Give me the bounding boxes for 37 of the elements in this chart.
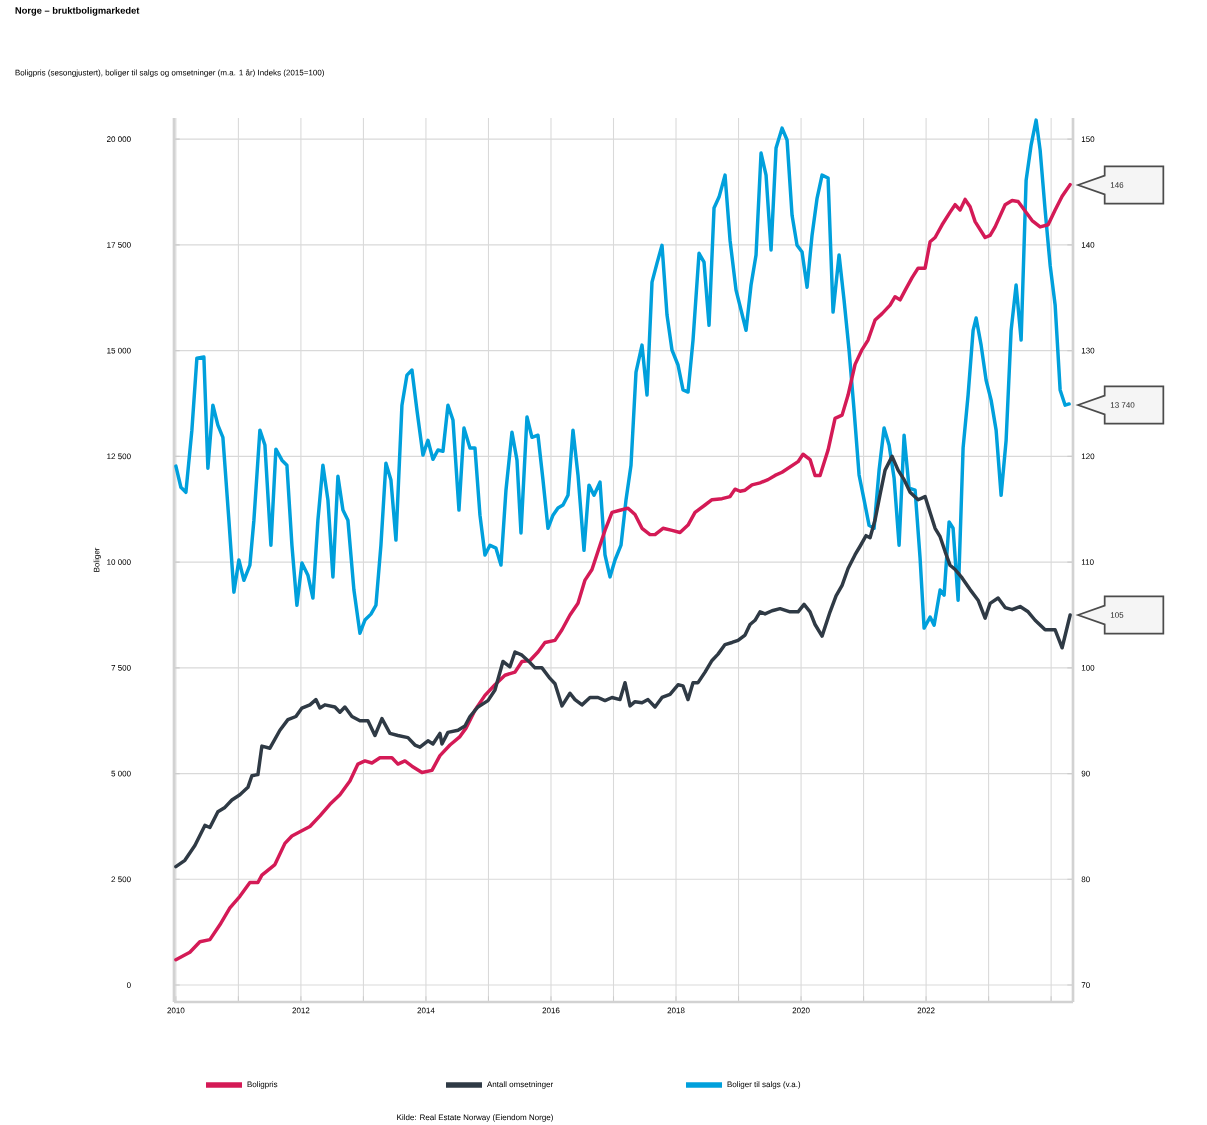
y2-tick-label: 70 — [1081, 982, 1090, 988]
y-tick-label: 20 000 — [107, 136, 131, 142]
text: 13 740 — [1110, 402, 1135, 408]
text: Kilde: Real Estate Norway (Eiendom Norge) — [397, 1114, 553, 1122]
y-tick-label: 15 000 — [107, 347, 131, 354]
legend-label: Boliger til salgs (v.a.) — [727, 1081, 801, 1089]
y-tick-label: 2 500 — [111, 876, 131, 883]
y-tick-label: 5 000 — [111, 770, 131, 777]
x-tick-label: 2012 — [292, 1007, 310, 1014]
y2-tick-label: 100 — [1081, 665, 1095, 671]
x-tick-label: 2020 — [792, 1007, 810, 1014]
y2-tick-label: 80 — [1081, 876, 1090, 883]
x-tick-label: 2016 — [542, 1007, 560, 1014]
y2-tick-label: 90 — [1081, 770, 1090, 777]
x-tick-label: 2018 — [667, 1007, 685, 1014]
text: 146 — [1110, 182, 1124, 188]
y2-tick-label: 130 — [1081, 347, 1095, 354]
y-tick-label: 10 000 — [107, 559, 131, 565]
text: Norge – bruktboligmarkedet — [15, 6, 140, 16]
legend-label: Antall omsetninger — [486, 1081, 554, 1089]
y-tick-label: 7 500 — [111, 665, 131, 671]
line-series — [174, 118, 1071, 635]
x-tick-label: 2010 — [167, 1007, 185, 1014]
y-tick-label: 12 500 — [107, 453, 131, 460]
text: 105 — [1110, 612, 1124, 618]
x-tick-label: 2022 — [917, 1007, 935, 1014]
y2-tick-label: 110 — [1081, 559, 1094, 565]
y-tick-label: 0 — [126, 982, 131, 988]
y2-tick-label: 140 — [1081, 242, 1095, 248]
chart-subtitle: Boligpris (sesongjustert), boliger til salgs og omsetninger (m.a. 1 år) Indeks (2015=100) — [15, 68, 324, 78]
legend-label: Boligpris — [247, 1081, 278, 1089]
y2-tick-label: 120 — [1081, 453, 1095, 460]
y-tick-label: 17 500 — [107, 242, 131, 248]
y-axis-title: Boliger — [93, 547, 101, 572]
x-tick-label: 2014 — [417, 1007, 435, 1014]
line-series — [174, 454, 1072, 869]
y2-tick-label: 150 — [1081, 136, 1095, 142]
